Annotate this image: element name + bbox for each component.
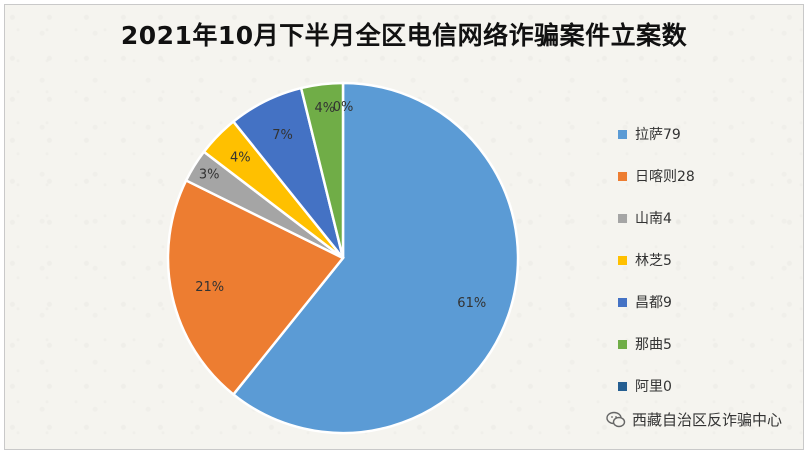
watermark: 西藏自治区反诈骗中心 — [606, 409, 782, 430]
legend-item-1: 拉萨79 — [618, 120, 695, 148]
pie-data-labels: 61%21%3%4%7%4%0% — [195, 100, 486, 311]
legend-label: 阿里0 — [635, 379, 672, 395]
data-label-1: 61% — [457, 296, 486, 311]
legend-swatch — [618, 381, 627, 391]
legend-swatch — [618, 213, 627, 223]
legend-label: 林芝5 — [635, 253, 672, 269]
legend-label: 那曲5 — [635, 337, 672, 353]
legend-swatch — [618, 297, 627, 307]
pie-slice-1 — [231, 81, 520, 435]
legend-item-7: 阿里0 — [618, 372, 695, 400]
data-label-2: 21% — [195, 280, 224, 295]
legend-item-5: 昌都9 — [618, 288, 695, 316]
legend-item-3: 山南4 — [618, 204, 695, 232]
legend-swatch — [618, 171, 627, 181]
data-label-5: 7% — [272, 128, 293, 143]
legend-label: 拉萨79 — [635, 127, 681, 143]
pie-slice-6 — [299, 81, 345, 259]
data-label-3: 3% — [199, 167, 220, 182]
legend-swatch — [618, 129, 627, 139]
legend-label: 昌都9 — [635, 295, 672, 311]
legend-label: 山南4 — [635, 211, 672, 227]
legend-swatch — [618, 339, 627, 349]
data-label-7: 0% — [333, 100, 354, 115]
data-label-4: 4% — [230, 150, 251, 165]
watermark-text: 西藏自治区反诈骗中心 — [631, 411, 782, 429]
data-label-6: 4% — [315, 101, 336, 116]
legend-item-4: 林芝5 — [618, 246, 695, 274]
pie-slice-2 — [166, 178, 345, 397]
chart-title: 2021年10月下半月全区电信网络诈骗案件立案数 — [120, 21, 688, 50]
legend-item-2: 日喀则28 — [618, 162, 695, 190]
legend: 拉萨79 日喀则28 山南4 林芝5 昌都9 那曲5 阿里0 — [618, 120, 695, 414]
legend-swatch — [618, 255, 627, 265]
legend-item-6: 那曲5 — [618, 330, 695, 358]
pie-slices — [166, 81, 520, 435]
wechat-icon — [606, 411, 626, 427]
legend-label: 日喀则28 — [635, 169, 695, 185]
